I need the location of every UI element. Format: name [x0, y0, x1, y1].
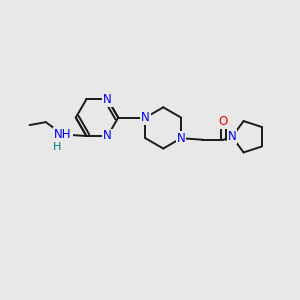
Text: NH: NH — [54, 128, 72, 141]
Text: H: H — [53, 142, 62, 152]
Text: O: O — [219, 115, 228, 128]
Text: N: N — [177, 132, 185, 145]
Text: N: N — [103, 130, 112, 142]
Text: N: N — [103, 93, 112, 106]
Text: N: N — [228, 130, 236, 143]
Text: N: N — [141, 111, 150, 124]
